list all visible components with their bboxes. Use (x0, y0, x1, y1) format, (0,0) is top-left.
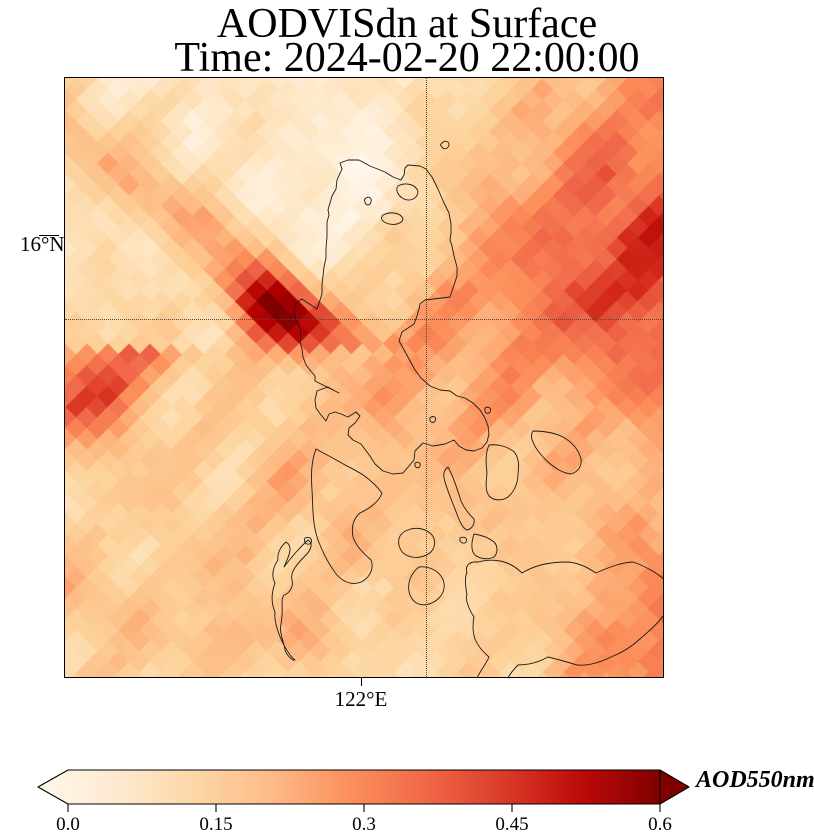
svg-text:0.15: 0.15 (199, 814, 232, 835)
svg-text:0.0: 0.0 (56, 814, 80, 835)
svg-text:0.3: 0.3 (352, 814, 376, 835)
svg-text:0.45: 0.45 (495, 814, 528, 835)
svg-text:0.6: 0.6 (648, 814, 672, 835)
svg-text:AOD550nm: AOD550nm (694, 767, 814, 793)
